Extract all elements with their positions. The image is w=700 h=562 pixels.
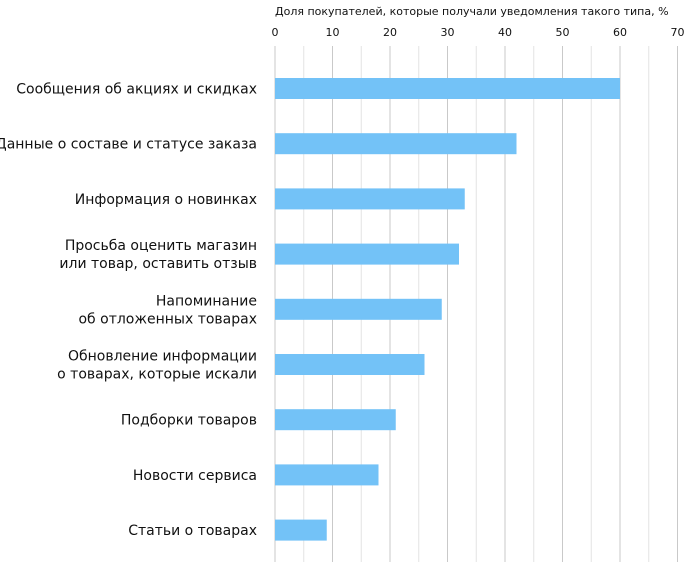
- x-tick-label: 0: [272, 26, 279, 39]
- bar: [275, 354, 425, 375]
- x-tick-label: 10: [326, 26, 340, 39]
- x-tick-label: 50: [556, 26, 570, 39]
- bar: [275, 188, 465, 210]
- category-label: Напоминание об отложенных товарах: [78, 293, 257, 327]
- x-axis-title: Доля покупателей, которые получали уведо…: [275, 5, 669, 18]
- x-tick-label: 40: [498, 26, 512, 39]
- x-tick-label: 20: [383, 26, 397, 39]
- bar: [275, 78, 620, 99]
- x-axis-ticks: 0 10 20 30 40 50 60 70: [272, 26, 685, 39]
- category-label: Статьи о товарах: [128, 523, 257, 539]
- x-tick-label: 70: [671, 26, 685, 39]
- category-label: Просьба оценить магазин или товар, остави…: [59, 238, 257, 272]
- category-label: Сообщения об акциях и скидках: [16, 82, 257, 98]
- bar: [275, 464, 379, 486]
- category-labels: Сообщения об акциях и скидках Данные о со…: [0, 82, 257, 540]
- category-label: Данные о составе и статусе заказа: [0, 137, 257, 153]
- bar: [275, 133, 517, 155]
- x-tick-label: 30: [441, 26, 455, 39]
- bar: [275, 243, 459, 265]
- bar: [275, 298, 442, 320]
- category-label: Информация о новинках: [75, 192, 257, 208]
- category-label: Новости сервиса: [133, 468, 257, 484]
- bars: [275, 78, 620, 541]
- category-label: Подборки товаров: [121, 413, 257, 429]
- bar: [275, 519, 327, 541]
- x-tick-label: 60: [613, 26, 627, 39]
- category-label: Обновление информации о товарах, которые …: [57, 349, 257, 383]
- bar: [275, 409, 396, 431]
